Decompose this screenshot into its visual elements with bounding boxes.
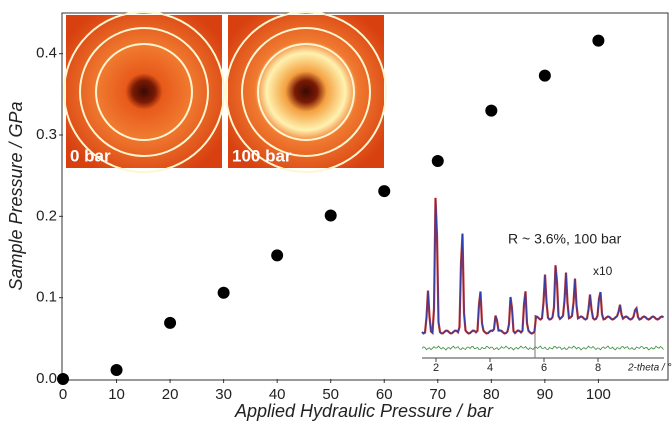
x-tick-label: 10 [108,386,125,403]
x-tick-label: 20 [162,386,179,403]
diffraction-image [63,11,225,173]
point [217,286,230,299]
x-tick-label: 60 [376,386,393,403]
x-tick-label: 80 [483,386,500,403]
inset-x-tick-label: 2 [433,362,439,374]
point [592,34,605,47]
y-tick-label: 0.0 [36,370,57,387]
point [324,209,337,222]
diffraction-image [225,11,387,173]
point [164,316,177,329]
y-tick-label: 0.4 [36,45,57,62]
inset-x-tick-label: 8 [595,362,601,374]
inset-calculated [421,197,664,335]
y-axis-label: Sample Pressure / GPa [6,101,26,290]
x-tick-label: 70 [429,386,446,403]
annotation: 100 bar [232,146,292,165]
x-tick-label: 90 [537,386,554,403]
point [110,364,123,377]
x-tick-label: 0 [59,386,67,403]
inset-x-tick-label: 6 [541,362,547,374]
y-tick-label: 0.3 [36,126,57,143]
point [538,69,551,82]
y-tick-label: 0.1 [36,289,57,306]
x-tick-label: 50 [322,386,339,403]
x-tick-label: 100 [586,386,611,403]
point [378,185,391,198]
point [431,155,444,168]
annotation: 0 bar [70,146,111,165]
point [485,104,498,117]
inset-annotation: R ~ 3.6%, 100 bar [508,231,622,247]
inset-x-label: 2-theta / ° [627,363,671,374]
inset-x-tick-label: 4 [487,362,493,374]
refinement-inset [421,197,665,362]
inset-difference [421,345,664,351]
x-tick-label: 40 [269,386,286,403]
point [57,373,69,385]
point [271,249,284,262]
inset-scale-label: x10 [593,264,613,278]
x-tick-label: 30 [215,386,232,403]
y-tick-label: 0.2 [36,207,57,224]
x-axis-label: Applied Hydraulic Pressure / bar [234,401,494,421]
plot-frame [61,12,669,381]
